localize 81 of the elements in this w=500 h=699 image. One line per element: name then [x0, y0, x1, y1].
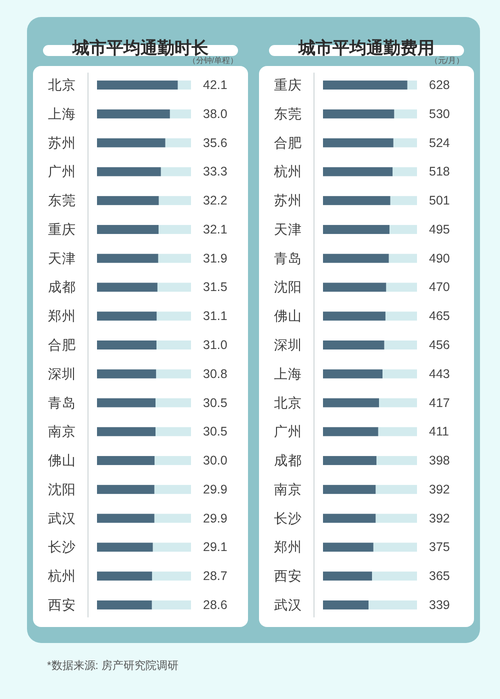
data-label: 490: [429, 251, 450, 266]
y-tick-label: 杭州: [47, 568, 76, 584]
y-tick-label: 沈阳: [48, 482, 76, 497]
y-tick-label: 苏州: [48, 135, 76, 150]
data-label: 42.1: [203, 78, 228, 92]
y-tick-label: 青岛: [48, 395, 76, 410]
data-label: 495: [429, 222, 450, 236]
x-axis-title: （元/月）: [430, 56, 464, 65]
y-tick-label: 广州: [48, 164, 76, 180]
chart-title: 城市平均通勤时长: [72, 38, 210, 58]
data-label: 29.9: [203, 511, 228, 526]
data-label: 465: [429, 309, 450, 324]
y-tick-label: 合肥: [48, 338, 76, 352]
y-tick-label: 上海: [274, 366, 302, 382]
data-label: 33.3: [203, 164, 228, 179]
y-tick-label: 郑州: [48, 308, 76, 324]
data-label: 31.1: [203, 309, 228, 324]
y-tick-label: 东莞: [274, 106, 302, 122]
y-tick-label: 东莞: [48, 193, 76, 208]
data-label: 392: [429, 482, 450, 496]
data-label: 31.9: [203, 251, 228, 266]
data-label: 32.1: [203, 222, 228, 236]
y-tick-label: 杭州: [273, 164, 302, 180]
y-tick-label: 长沙: [48, 540, 76, 555]
y-tick-label: 佛山: [274, 308, 302, 324]
data-label: 31.5: [203, 280, 228, 294]
y-tick-label: 沈阳: [274, 280, 302, 295]
data-label: 365: [429, 569, 450, 584]
data-label: 518: [429, 164, 450, 179]
y-tick-label: 长沙: [274, 510, 302, 526]
data-label: 417: [429, 396, 450, 410]
data-label: 443: [429, 366, 450, 381]
y-tick-label: 重庆: [274, 78, 302, 93]
data-label: 375: [429, 540, 450, 554]
y-tick-label: 佛山: [48, 453, 76, 468]
data-label: 30.8: [203, 366, 228, 381]
y-tick-label: 西安: [48, 597, 76, 612]
data-label: 398: [429, 454, 450, 468]
chart-title: 城市平均通勤费用: [298, 38, 434, 58]
y-tick-label: 西安: [274, 568, 302, 584]
y-tick-label: 南京: [48, 424, 76, 440]
y-tick-label: 广州: [274, 424, 302, 440]
data-label: 530: [429, 106, 450, 121]
y-tick-label: 重庆: [48, 222, 76, 237]
y-tick-label: 深圳: [274, 338, 302, 352]
y-tick-label: 武汉: [274, 597, 302, 612]
data-label: 29.9: [203, 482, 228, 496]
data-label: 29.1: [203, 540, 228, 554]
data-label: 28.6: [203, 598, 228, 612]
data-label: 501: [429, 194, 450, 208]
data-label: 470: [429, 280, 450, 294]
y-tick-label: 郑州: [274, 540, 302, 555]
y-tick-label: 苏州: [274, 193, 302, 208]
data-label: 628: [429, 78, 450, 92]
data-label: 35.6: [203, 136, 228, 150]
y-tick-label: 合肥: [274, 135, 302, 150]
data-label: 524: [429, 136, 450, 150]
data-label: 30.5: [203, 396, 228, 410]
data-label: 28.7: [203, 569, 228, 584]
data-label: 30.0: [203, 454, 228, 468]
y-tick-label: 深圳: [48, 366, 76, 382]
y-tick-label: 成都: [48, 280, 76, 295]
y-tick-label: 南京: [274, 482, 302, 497]
y-tick-label: 北京: [48, 78, 76, 93]
y-tick-label: 成都: [274, 453, 302, 468]
data-label: 31.0: [203, 338, 228, 352]
data-label: 38.0: [203, 106, 228, 121]
data-label: 456: [429, 338, 450, 352]
y-tick-label: 天津: [48, 250, 76, 266]
x-axis-title: （分钟/单程）: [188, 56, 238, 65]
y-tick-label: 天津: [274, 222, 302, 237]
data-label: 339: [429, 598, 450, 612]
y-tick-label: 青岛: [274, 250, 302, 266]
data-label: 32.2: [203, 194, 228, 208]
y-tick-label: 北京: [274, 395, 302, 410]
data-label: 30.5: [203, 424, 228, 439]
text: *数据来源: 房产研究院调研: [47, 659, 178, 672]
y-tick-label: 武汉: [48, 510, 76, 526]
y-tick-label: 上海: [48, 106, 76, 122]
data-label: 411: [429, 424, 449, 439]
data-label: 392: [429, 511, 450, 526]
